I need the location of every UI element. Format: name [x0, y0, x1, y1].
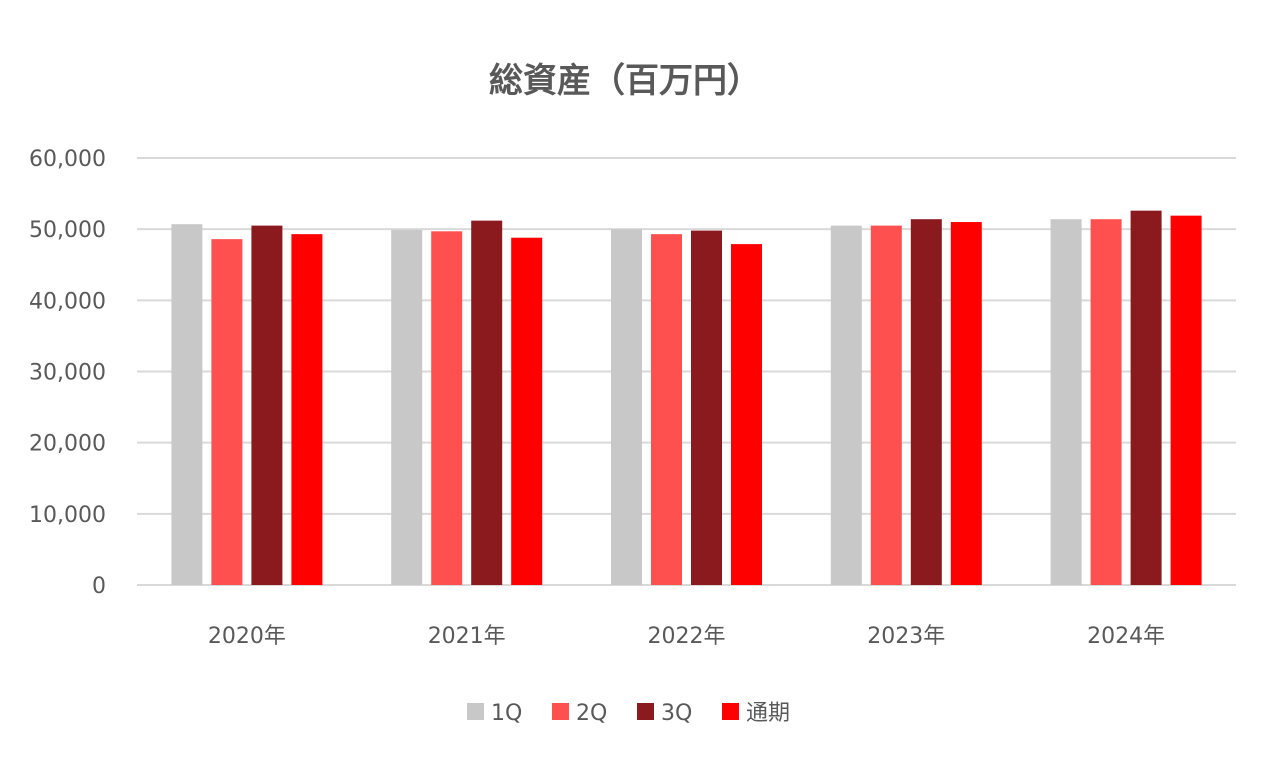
y-tick-label: 30,000: [29, 361, 106, 386]
y-tick-label: 60,000: [29, 147, 106, 172]
legend-label: 1Q: [491, 701, 522, 726]
bar-2022年-1Q: [611, 229, 642, 585]
legend-label: 3Q: [661, 701, 692, 726]
bar-2021年-2Q: [431, 231, 463, 585]
bar-2020年-3Q: [251, 225, 283, 585]
legend-swatch: [552, 703, 569, 720]
legend-swatch: [467, 703, 484, 720]
bar-2021年-3Q: [471, 220, 503, 586]
x-axis-categories: 2020年 2021年 2022年 2023年 2024年: [208, 624, 1165, 649]
x-category-label: 2020年: [208, 624, 286, 649]
x-category-label: 2024年: [1087, 624, 1165, 649]
y-tick-label: 10,000: [29, 503, 106, 528]
bar-2020年-2Q: [211, 239, 243, 585]
y-tick-label: 0: [92, 574, 106, 599]
bar-2022年-3Q: [691, 230, 722, 585]
bars: [171, 210, 1202, 586]
bar-2024年-1Q: [1050, 219, 1082, 585]
bar-2023年-通期: [950, 222, 982, 586]
bar-2022年-2Q: [651, 234, 682, 586]
y-tick-label: 50,000: [29, 218, 106, 243]
bar-2023年-1Q: [830, 225, 862, 585]
bar-2024年-通期: [1170, 215, 1202, 585]
x-category-label: 2021年: [428, 624, 506, 649]
y-tick-label: 20,000: [29, 432, 106, 457]
bar-2020年-通期: [291, 234, 323, 586]
legend-swatch: [722, 703, 739, 720]
bar-2023年-2Q: [870, 225, 902, 585]
y-tick-label: 40,000: [29, 289, 106, 314]
bar-2023年-3Q: [910, 219, 942, 585]
bar-2022年-通期: [731, 244, 762, 585]
legend-label: 通期: [746, 701, 790, 726]
bar-2024年-3Q: [1130, 210, 1162, 585]
bar-2020年-1Q: [171, 224, 203, 585]
legend-swatch: [637, 703, 654, 720]
bar-2024年-2Q: [1090, 219, 1122, 585]
bar-2021年-通期: [511, 237, 543, 585]
bar-2021年-1Q: [391, 229, 423, 585]
x-category-label: 2022年: [648, 624, 726, 649]
chart-title: 総資産（百万円）: [489, 61, 761, 101]
legend: 1Q 2Q 3Q 通期: [467, 701, 790, 726]
x-category-label: 2023年: [867, 624, 945, 649]
legend-label: 2Q: [576, 701, 607, 726]
y-axis-ticks: 0 10,000 20,000 30,000 40,000 50,000 60,000: [29, 147, 106, 599]
